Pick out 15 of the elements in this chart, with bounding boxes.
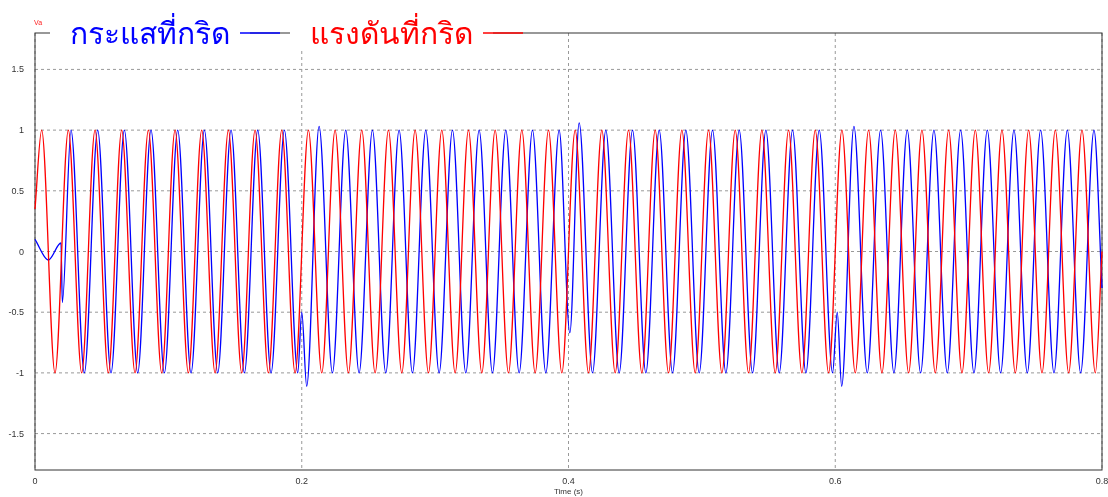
- y-tick-label: -1: [15, 367, 24, 378]
- y-tick-label: 0.5: [11, 185, 24, 196]
- legend-label: แรงดันที่กริด: [310, 13, 473, 50]
- y-tick-label: -1.5: [8, 428, 24, 439]
- y-tick-label: 1: [18, 125, 24, 136]
- x-axis-title: Time (s): [553, 487, 584, 496]
- x-tick-label: 0.2: [295, 476, 309, 486]
- x-tick-label: 0.4: [562, 476, 575, 486]
- x-tick-label: 0.6: [828, 476, 842, 486]
- y-tick-label: 0: [18, 246, 24, 257]
- y-tick-label: -0.5: [8, 307, 24, 318]
- y-tick-label: 1.5: [11, 64, 24, 75]
- x-tick-label: 0.8: [1095, 476, 1108, 486]
- x-tick-label: 0: [32, 476, 38, 486]
- legend-label: กระแสที่กริด: [70, 13, 230, 50]
